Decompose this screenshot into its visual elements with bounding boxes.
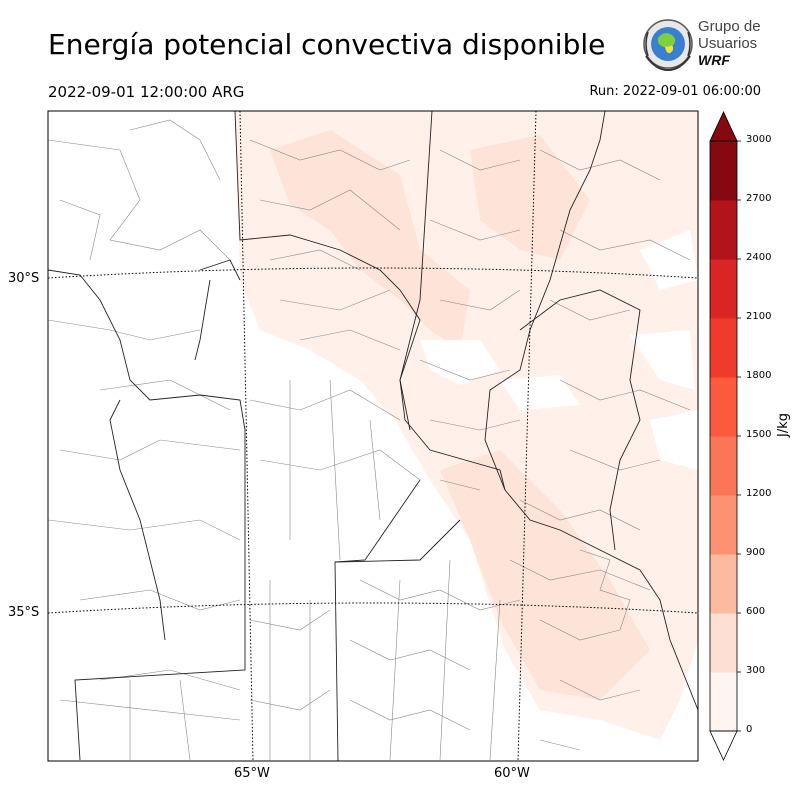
no-cape-gap	[500, 375, 580, 410]
colorbar-tick-label: 1200	[746, 488, 772, 499]
colorbar-tick-label: 2100	[746, 311, 772, 322]
colorbar-tick-label: 1800	[746, 370, 772, 381]
lat-label-30: 30°S	[8, 271, 40, 286]
colorbar-tick-label: 900	[746, 547, 766, 558]
colorbar-bin	[710, 495, 737, 555]
colorbar-bin	[710, 672, 737, 732]
lat-label-35: 35°S	[8, 605, 40, 620]
globe-icon	[643, 19, 693, 72]
colorbar-tick-label: 2400	[746, 252, 772, 263]
colorbar-bin	[710, 613, 737, 673]
colorbar-extend-max	[709, 111, 738, 142]
colorbar-bin	[710, 554, 737, 614]
logo-line3: WRF	[698, 52, 730, 68]
colorbar-extend-min	[709, 730, 738, 761]
graticule	[48, 111, 698, 761]
no-cape-gap	[640, 230, 698, 290]
colorbar-tick-label: 600	[746, 606, 766, 617]
colorbar-bin	[710, 318, 737, 378]
colorbar-tick-label: 1500	[746, 429, 772, 440]
logo-text: Grupo de Usuarios WRF	[698, 18, 761, 69]
colorbar-bin	[710, 436, 737, 496]
colorbar-tick-label: 0	[746, 724, 753, 735]
colorbar-tick-label: 2700	[746, 193, 772, 204]
colorbar-unit: J/kg	[776, 413, 791, 437]
colorbar-tick-label: 300	[746, 665, 766, 676]
colorbar-bin	[710, 377, 737, 437]
department-boundaries	[48, 119, 691, 761]
no-cape-gap	[630, 330, 695, 390]
lon-label-60: 60°W	[494, 766, 530, 781]
no-cape-gap	[420, 340, 500, 385]
chart-title: Energía potencial convectiva disponible	[48, 28, 606, 61]
valid-time: 2022-09-01 12:00:00 ARG	[48, 83, 245, 101]
cape-shading-mid	[470, 135, 590, 260]
map-frame	[47, 110, 699, 762]
colorbar-bin	[710, 200, 737, 260]
logo-line2: Usuarios	[698, 35, 758, 52]
run-time: Run: 2022-09-01 06:00:00	[589, 84, 761, 99]
colorbar-bin	[710, 141, 737, 201]
wrf-logo: Grupo de Usuarios WRF	[638, 16, 768, 74]
lon-label-65: 65°W	[234, 766, 270, 781]
colorbar-tick-label: 3000	[746, 134, 772, 145]
logo-line1: Grupo de	[698, 18, 761, 35]
colorbar-bin	[710, 259, 737, 319]
no-cape-gap	[650, 410, 698, 470]
province-boundaries	[48, 111, 698, 761]
cape-shading-mid	[440, 450, 650, 700]
